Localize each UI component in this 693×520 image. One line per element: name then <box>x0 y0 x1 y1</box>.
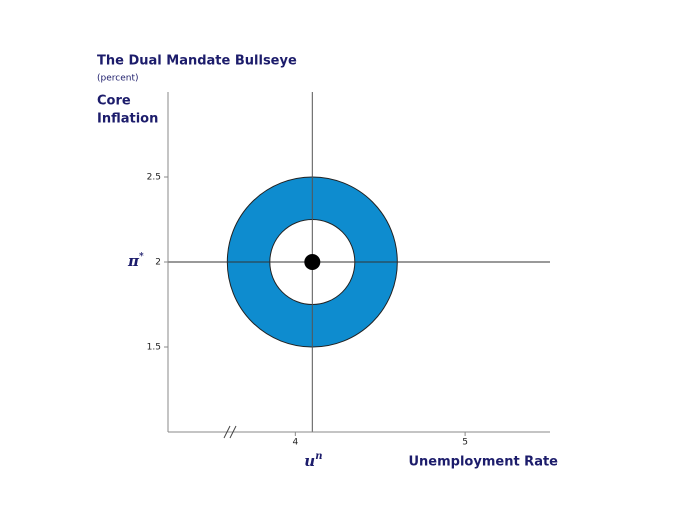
x-axis-label: Unemployment Rate <box>408 455 558 470</box>
symbol: u <box>304 452 315 470</box>
chart-title: The Dual Mandate Bullseye <box>97 54 297 69</box>
y-tick-label: 2 <box>155 258 161 268</box>
superscript: * <box>139 252 144 262</box>
chart-subtitle: (percent) <box>97 74 139 84</box>
center-dot <box>304 254 321 270</box>
superscript: n <box>315 451 322 462</box>
symbol: π <box>127 252 140 270</box>
axis-break <box>223 425 237 439</box>
y-axis-label: Inflation <box>97 112 158 127</box>
y-tick-label: 2.5 <box>147 173 161 183</box>
y-axis-label: Core <box>97 94 131 109</box>
plot-area <box>168 92 550 432</box>
x-tick-label: 5 <box>462 438 468 448</box>
x-tick-label: 4 <box>292 438 298 448</box>
target-symbol: π* <box>127 252 144 271</box>
natural-rate-symbol: un <box>304 451 322 471</box>
y-tick-label: 1.5 <box>147 343 161 353</box>
